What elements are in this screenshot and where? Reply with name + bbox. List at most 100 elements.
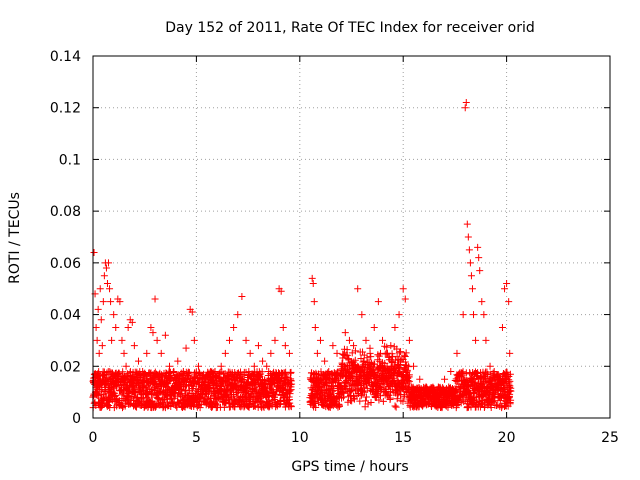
data-point <box>380 384 388 392</box>
data-point <box>234 311 242 319</box>
data-point <box>350 395 358 403</box>
data-point <box>277 287 285 295</box>
data-point <box>383 343 391 351</box>
data-point <box>376 349 384 357</box>
data-point <box>92 324 100 331</box>
data-point <box>405 377 413 385</box>
data-point <box>110 311 118 319</box>
data-point <box>438 404 446 412</box>
data-point <box>391 356 399 364</box>
data-point <box>401 353 409 361</box>
data-point <box>285 349 293 357</box>
data-point <box>147 324 155 331</box>
y-tick-label: 0 <box>72 411 81 427</box>
data-point <box>393 345 401 353</box>
data-point <box>267 349 275 357</box>
data-point <box>362 336 370 344</box>
data-point <box>482 336 490 344</box>
data-point <box>206 394 214 402</box>
data-point <box>374 298 382 306</box>
x-tick-label: 25 <box>601 430 619 446</box>
data-point <box>379 336 387 344</box>
data-point <box>468 285 476 293</box>
data-point <box>333 349 341 357</box>
x-tick-label: 15 <box>394 430 412 446</box>
data-point <box>387 342 395 350</box>
data-point <box>379 397 387 405</box>
data-point <box>313 349 321 357</box>
data-point <box>225 336 233 344</box>
y-tick-label: 0.02 <box>50 359 81 375</box>
data-point <box>340 389 348 397</box>
y-tick-label: 0.14 <box>50 49 81 65</box>
data-point <box>351 347 359 355</box>
data-point <box>507 396 515 404</box>
data-point <box>188 308 196 316</box>
data-point <box>341 329 349 337</box>
data-point <box>279 324 287 331</box>
data-point <box>416 375 424 383</box>
data-point <box>286 387 294 395</box>
data-point <box>354 285 362 293</box>
data-point <box>362 393 370 401</box>
data-point <box>377 392 385 400</box>
plot-frame <box>92 55 611 419</box>
data-point <box>401 295 409 303</box>
data-point <box>182 344 190 352</box>
data-point <box>359 348 367 356</box>
data-point <box>133 403 141 411</box>
data-point <box>271 336 279 344</box>
data-point <box>505 298 513 306</box>
data-point <box>185 386 193 394</box>
data-point <box>402 349 410 357</box>
data-point <box>231 403 239 411</box>
data-point <box>282 374 290 382</box>
data-point <box>399 285 407 293</box>
data-point <box>359 387 367 395</box>
data-point <box>329 342 337 350</box>
data-point <box>233 382 241 390</box>
data-point <box>370 324 378 331</box>
data-point <box>153 336 161 344</box>
data-point <box>178 382 186 390</box>
data-point <box>125 399 133 407</box>
data-point <box>118 399 126 407</box>
data-point <box>112 324 120 331</box>
data-point <box>263 362 271 370</box>
data-point <box>373 391 381 399</box>
data-point <box>134 357 142 365</box>
data-point <box>238 292 246 300</box>
data-point <box>287 377 295 385</box>
data-point <box>397 348 405 356</box>
data-point <box>242 336 250 344</box>
data-point <box>360 357 368 365</box>
data-point <box>95 349 103 357</box>
data-point <box>335 401 343 409</box>
data-point <box>364 400 372 408</box>
data-point <box>345 336 353 344</box>
data-point <box>118 336 126 344</box>
data-point <box>466 259 474 267</box>
data-point <box>308 274 316 282</box>
data-point <box>375 396 383 404</box>
data-point <box>194 362 202 370</box>
x-tick-label: 10 <box>291 430 309 446</box>
data-point <box>98 342 106 350</box>
data-point <box>453 349 461 357</box>
data-point <box>500 384 508 392</box>
data-point <box>174 357 182 365</box>
data-point <box>481 402 489 410</box>
data-point <box>467 272 475 280</box>
data-point <box>465 246 473 254</box>
y-tick-label: 0.04 <box>50 308 81 324</box>
data-point <box>106 285 114 293</box>
data-point <box>372 382 380 390</box>
data-point <box>464 233 472 241</box>
data-point <box>383 349 391 357</box>
data-point <box>501 285 509 293</box>
data-point <box>136 368 144 376</box>
chart-title: Day 152 of 2011, Rate Of TEC Index for r… <box>165 20 534 36</box>
data-point <box>366 344 374 352</box>
data-point <box>348 386 356 394</box>
data-point <box>250 402 258 410</box>
